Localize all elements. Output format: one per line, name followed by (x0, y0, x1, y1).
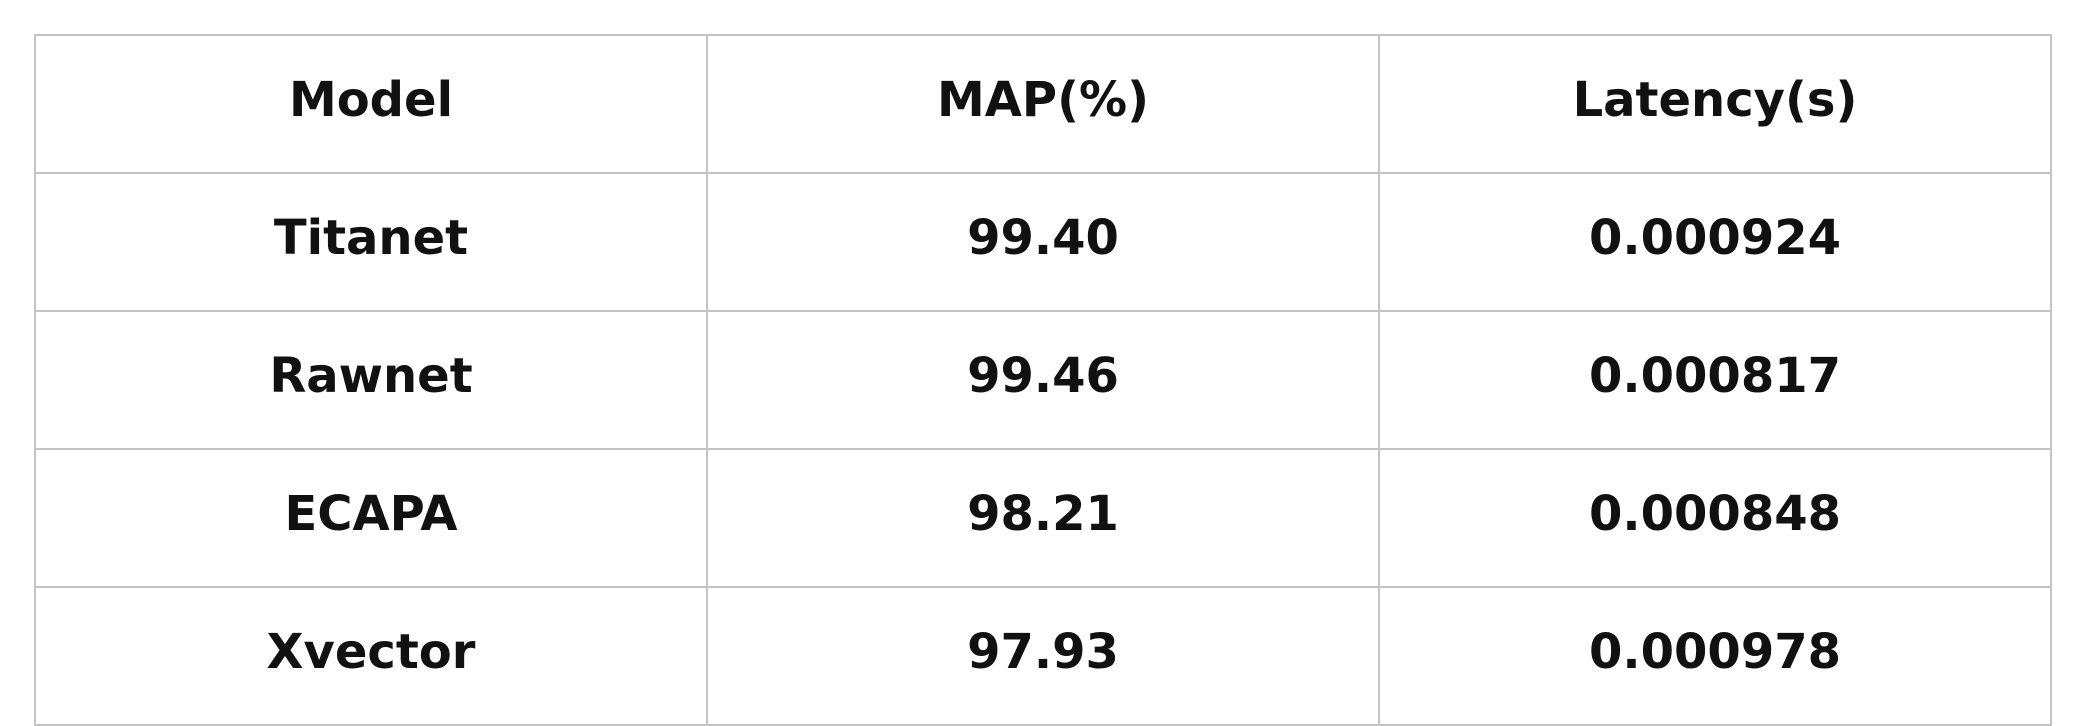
latency-cell: 0.000978 (1378, 586, 2052, 726)
table-body: Titanet 99.40 0.000924 Rawnet 99.46 0.00… (34, 172, 2052, 726)
table-row: Titanet 99.40 0.000924 (34, 172, 2052, 312)
model-cell: Titanet (34, 172, 708, 312)
map-cell: 99.40 (706, 172, 1380, 312)
model-cell: Rawnet (34, 310, 708, 450)
results-table: Model MAP(%) Latency(s) Titanet 99.40 0.… (34, 34, 2052, 726)
model-cell: Xvector (34, 586, 708, 726)
latency-cell: 0.000817 (1378, 310, 2052, 450)
model-cell: ECAPA (34, 448, 708, 588)
table-row: Xvector 97.93 0.000978 (34, 586, 2052, 726)
map-cell: 99.46 (706, 310, 1380, 450)
table-row: Rawnet 99.46 0.000817 (34, 310, 2052, 450)
map-cell: 97.93 (706, 586, 1380, 726)
table-header: Model MAP(%) Latency(s) (34, 34, 2052, 174)
latency-cell: 0.000924 (1378, 172, 2052, 312)
column-header-map: MAP(%) (706, 34, 1380, 174)
header-row: Model MAP(%) Latency(s) (34, 34, 2052, 174)
map-cell: 98.21 (706, 448, 1380, 588)
table-row: ECAPA 98.21 0.000848 (34, 448, 2052, 588)
latency-cell: 0.000848 (1378, 448, 2052, 588)
column-header-latency: Latency(s) (1378, 34, 2052, 174)
column-header-model: Model (34, 34, 708, 174)
